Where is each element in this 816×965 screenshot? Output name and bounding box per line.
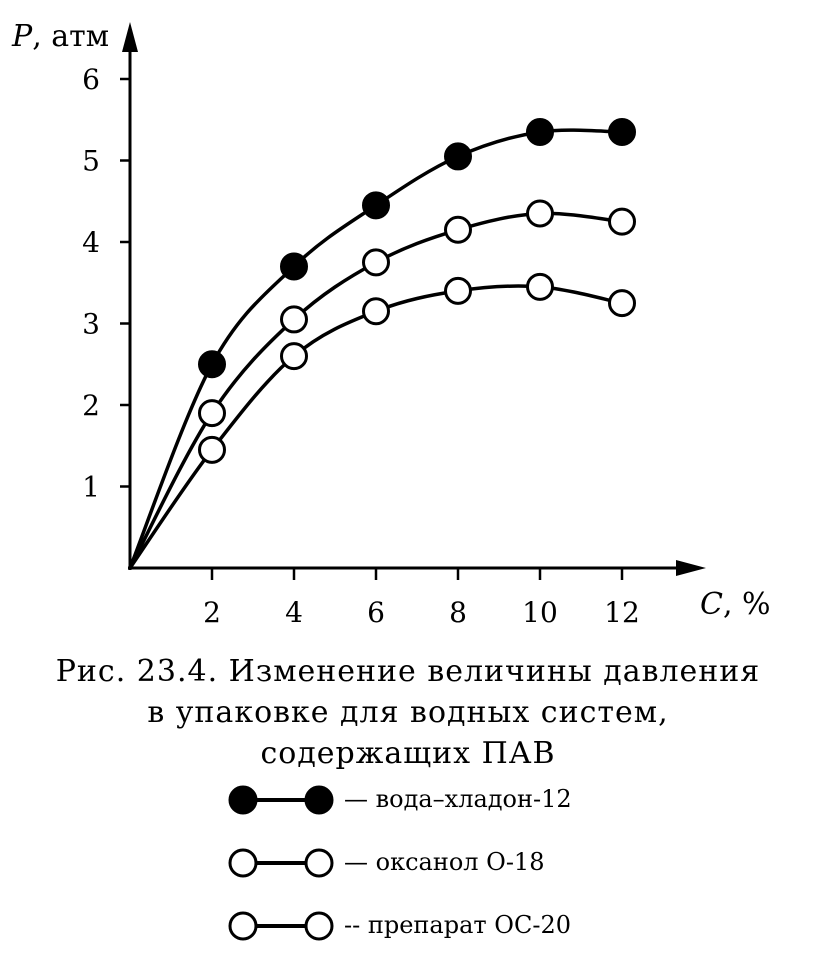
legend-swatch-filled [228,785,334,815]
y-axis-arrow [122,22,138,52]
legend-label: — оксанол О-18 [344,848,545,876]
data-point-series-2 [362,297,390,326]
data-point-series-0 [362,191,390,220]
legend-item-voda-hladon: — вода–хладон-12 [226,780,646,820]
x-axis-label: C, % [700,587,771,622]
legend-label: — вода–хладон-12 [344,785,572,813]
y-tick-label: 6 [82,63,100,96]
data-point-series-0 [198,350,226,379]
x-axis-arrow [676,560,706,576]
figure-caption-line-3: содержащих ПАВ [260,736,556,771]
y-tick-label: 1 [82,471,100,504]
legend-swatch-open [228,848,334,878]
data-point-series-1 [608,207,636,236]
data-point-series-1 [362,248,390,277]
x-tick-label: 8 [449,596,467,629]
data-point-series-2 [526,272,554,301]
figure-caption-line-1: Рис. 23.4. Изменение величины давления [55,654,761,689]
data-point-series-2 [280,342,308,371]
data-point-series-0 [444,142,472,171]
legend-item-preparat: -- препарат ОС-20 [226,906,646,946]
x-tick-label: 6 [367,596,385,629]
data-point-series-1 [444,215,472,244]
x-tick-label: 2 [203,596,221,629]
data-point-series-0 [280,252,308,281]
y-axis-label: P, атм [11,19,109,54]
legend-label: -- препарат ОС-20 [344,911,571,939]
x-tick-label: 10 [522,596,558,629]
y-tick-label: 2 [82,389,100,422]
data-point-series-1 [280,305,308,334]
data-point-series-0 [526,117,554,146]
x-tick-label: 12 [604,596,640,629]
legend-swatch-open [228,911,334,941]
data-point-series-2 [198,435,226,464]
legend-item-oksanol: — оксанол О-18 [226,843,646,883]
y-tick-label: 3 [82,308,100,341]
y-tick-label: 4 [82,226,100,259]
data-point-series-0 [608,117,636,146]
series-layer [128,117,636,569]
y-tick-label: 5 [82,145,100,178]
figure-caption-line-2: в упаковке для водных систем, [147,695,669,730]
x-tick-label: 4 [285,596,303,629]
data-point-series-1 [198,399,226,428]
data-point-series-2 [608,289,636,318]
data-point-series-2 [444,276,472,305]
data-point-series-1 [526,199,554,228]
